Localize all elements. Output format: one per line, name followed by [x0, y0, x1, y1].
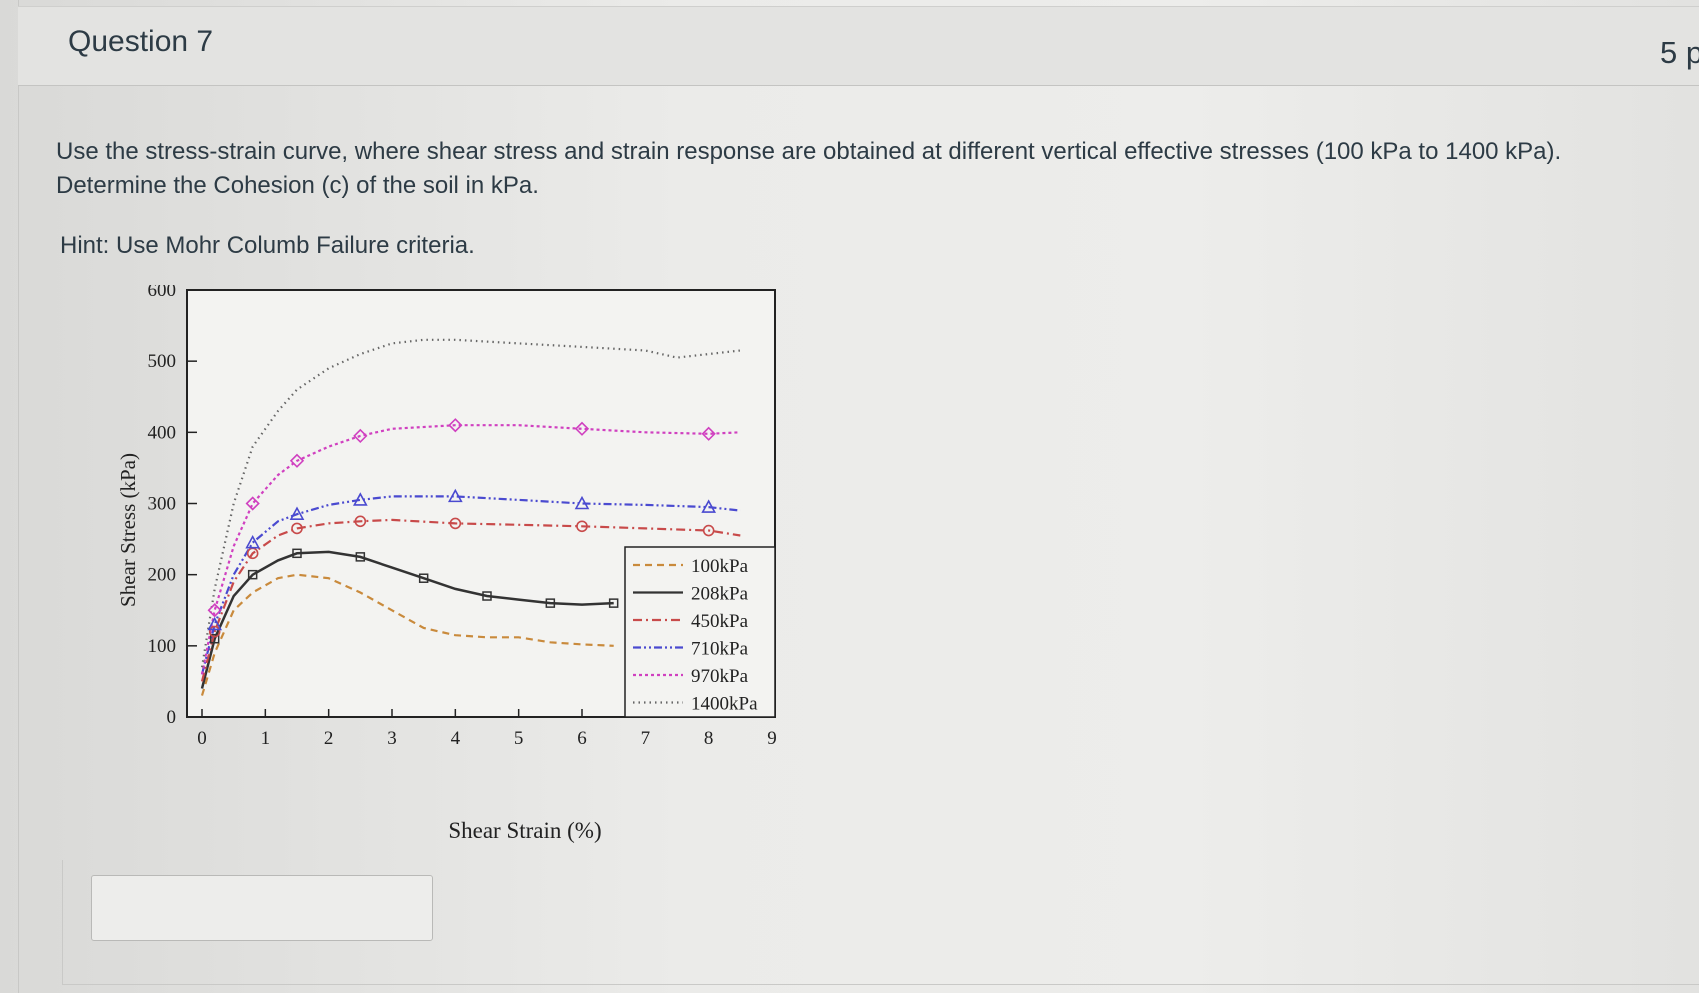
- legend-box: [624, 546, 776, 718]
- y-tick-label: 600: [148, 285, 177, 301]
- diamond-marker: [574, 421, 590, 436]
- y-tick-label: 500: [148, 351, 177, 372]
- series-line-710kPa: [200, 495, 741, 675]
- diamond-marker: [448, 418, 463, 433]
- x-tick-label: 9: [767, 728, 777, 749]
- triangle-marker: [245, 534, 261, 549]
- legend-label: 970kPa: [691, 666, 749, 687]
- diamond-marker: [353, 428, 368, 444]
- x-tick-label: 2: [324, 728, 334, 749]
- series-line-970kPa: [200, 424, 741, 675]
- legend-label: 208kPa: [691, 584, 749, 605]
- triangle-marker: [574, 495, 590, 510]
- square-marker: [355, 552, 366, 562]
- x-tick-label: 5: [514, 728, 524, 749]
- x-axis-label: Shear Strain (%): [448, 818, 601, 843]
- y-tick-label: 100: [148, 636, 177, 657]
- question-card: [18, 0, 1699, 993]
- x-tick-label: 3: [387, 728, 397, 749]
- square-marker: [292, 548, 302, 559]
- y-tick-label: 200: [148, 565, 177, 586]
- circle-marker: [291, 522, 303, 535]
- x-tick-label: 7: [641, 728, 651, 749]
- triangle-marker: [447, 488, 463, 503]
- card-left-border: [62, 860, 63, 985]
- square-marker: [418, 573, 429, 583]
- question-title: Question 7: [68, 25, 214, 58]
- series-line-450kPa: [200, 518, 741, 682]
- diamond-marker: [245, 496, 260, 511]
- question-header: Question 7 5 pts: [18, 6, 1699, 86]
- x-tick-label: 4: [451, 728, 461, 749]
- series-line-1400kPa: [200, 338, 741, 668]
- circle-marker: [354, 515, 367, 528]
- card-bottom-border: [62, 984, 1699, 985]
- legend-label: 100kPa: [691, 556, 749, 577]
- question-hint: Hint: Use Mohr Columb Failure criteria.: [60, 232, 475, 259]
- circle-marker: [449, 517, 462, 530]
- circle-marker: [208, 625, 221, 638]
- x-tick-label: 6: [577, 728, 587, 749]
- legend-label: 450kPa: [691, 611, 749, 632]
- series-line-208kPa: [200, 550, 614, 689]
- x-tick-label: 8: [704, 728, 714, 749]
- x-tick-label: 1: [261, 728, 271, 749]
- square-marker: [247, 569, 258, 580]
- circle-marker: [702, 524, 715, 537]
- answer-input[interactable]: [91, 875, 433, 941]
- y-tick-label: 300: [148, 494, 177, 515]
- legend-label: 1400kPa: [691, 694, 758, 715]
- diamond-marker: [289, 453, 305, 468]
- triangle-marker: [289, 506, 305, 520]
- diamond-marker: [701, 426, 716, 441]
- chart-svg: 0 100 200 300 400 500 600 0 1 2 3 4 5 6 7 8 9 100kPa 208k…: [116, 285, 777, 843]
- square-marker: [545, 598, 556, 608]
- triangle-marker: [701, 499, 717, 513]
- y-axis-label: Shear Stress (kPa): [116, 453, 140, 607]
- triangle-marker: [352, 492, 368, 506]
- question-text: Use the stress-strain curve, where shear…: [56, 135, 1686, 203]
- triangle-marker: [207, 616, 223, 631]
- stress-strain-chart: 0 100 200 300 400 500 600 0 1 2 3 4 5 6 7 8 9 100kPa 208k…: [100, 285, 860, 865]
- y-tick-label: 400: [148, 422, 177, 443]
- question-text-line1: Use the stress-strain curve, where shear…: [56, 138, 1562, 165]
- diamond-marker: [207, 603, 222, 618]
- question-points: 5 pts: [1660, 35, 1699, 70]
- y-tick-label: 0: [167, 707, 177, 728]
- square-marker: [608, 598, 619, 608]
- legend-label: 710kPa: [691, 639, 749, 660]
- question-text-line2: Determine the Cohesion (c) of the soil i…: [56, 172, 539, 199]
- circle-marker: [576, 520, 588, 533]
- square-marker: [482, 591, 492, 601]
- x-tick-label: 0: [197, 728, 207, 749]
- square-marker: [209, 633, 220, 644]
